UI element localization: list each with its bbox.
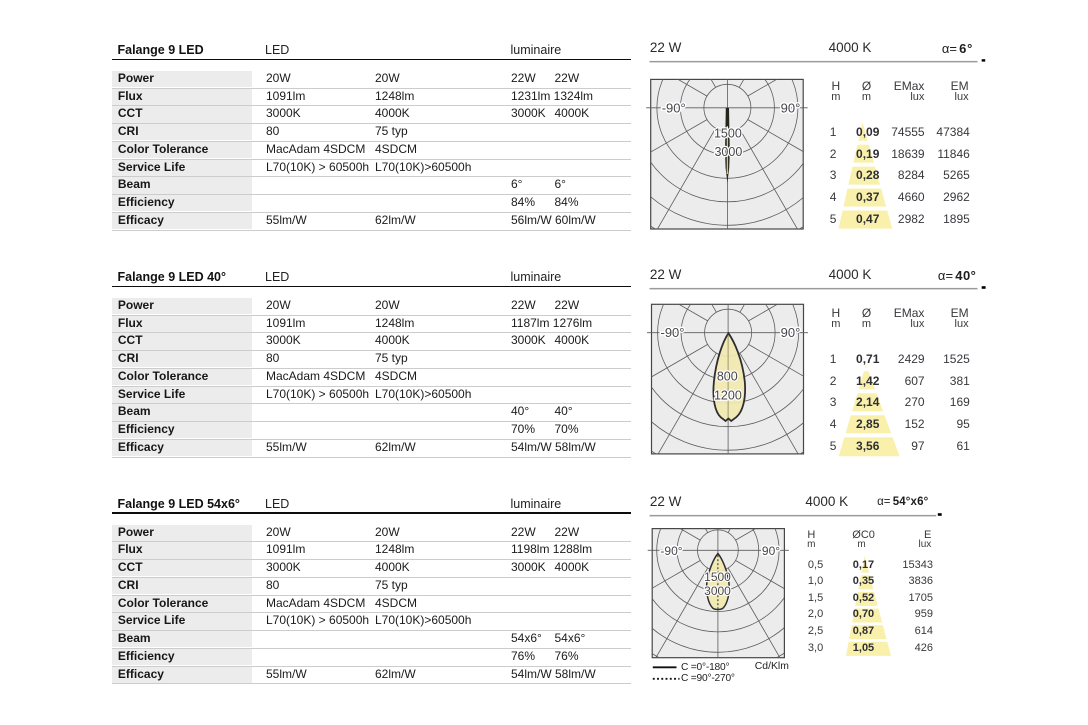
svg-text:-90°: -90° [660,544,682,558]
svg-text:-90°: -90° [662,100,686,115]
svg-text:3000: 3000 [714,145,742,159]
svg-text:1500: 1500 [704,570,731,584]
svg-text:-90°: -90° [661,325,685,340]
svg-text:800: 800 [717,370,738,384]
svg-text:3000: 3000 [704,584,731,598]
svg-text:90°: 90° [781,325,801,340]
svg-text:1200: 1200 [714,388,742,402]
svg-text:90°: 90° [762,544,780,558]
svg-text:1500: 1500 [714,127,742,141]
svg-text:90°: 90° [781,100,801,115]
